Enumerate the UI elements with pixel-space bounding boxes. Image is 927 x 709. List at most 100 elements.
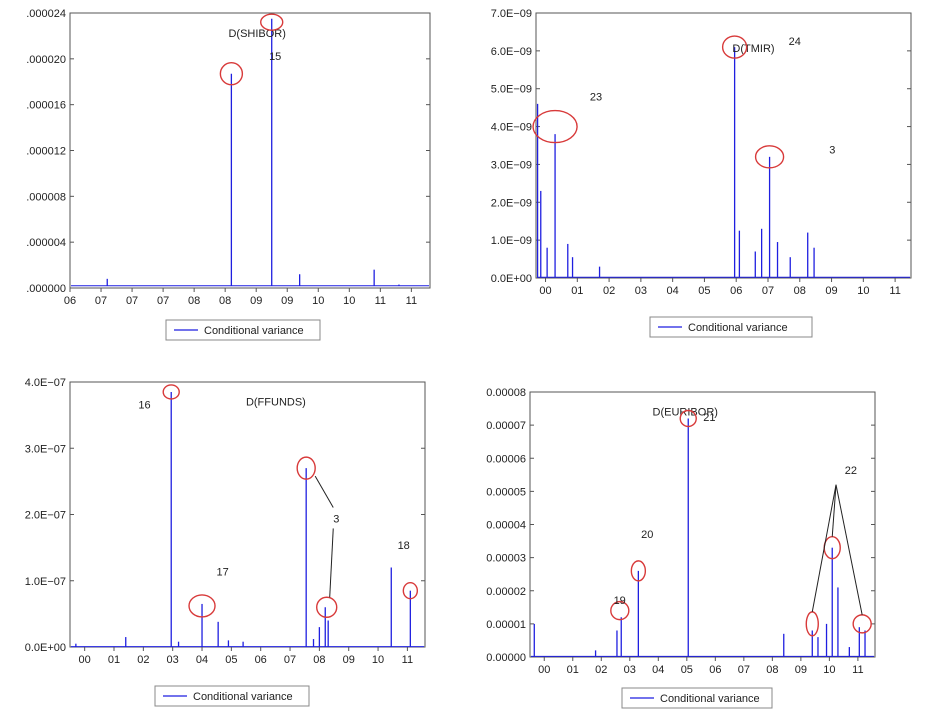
x-tick-label: 10: [343, 295, 355, 307]
x-tick-label: 07: [126, 295, 138, 307]
x-tick-label: 11: [852, 664, 863, 676]
outlier-circle: [162, 384, 180, 400]
legend-box: [165, 319, 321, 341]
y-tick-label: 0.00003: [486, 553, 526, 565]
outlier-circle: [402, 581, 419, 600]
annotation-label: 21: [703, 412, 715, 424]
x-tick-label: 07: [157, 295, 169, 307]
y-tick-label: 2.0E−07: [25, 510, 66, 522]
y-tick-label: 0.0E+00: [491, 273, 532, 285]
outlier-circle: [219, 62, 244, 86]
y-tick-label: .000024: [26, 8, 66, 20]
x-tick-label: 07: [738, 664, 750, 676]
annotation-label: 22: [845, 465, 857, 477]
x-tick-label: 01: [571, 285, 583, 297]
y-tick-label: 0.00005: [486, 486, 526, 498]
x-tick-label: 03: [167, 654, 179, 666]
x-tick-label: 01: [108, 654, 120, 666]
legend-box: [154, 685, 310, 707]
x-tick-label: 08: [219, 295, 231, 307]
x-tick-label: 04: [667, 285, 679, 297]
x-tick-label: 09: [343, 654, 355, 666]
plot-frame: [529, 391, 876, 658]
x-tick-label: 06: [255, 654, 267, 666]
x-tick-label: 11: [406, 295, 417, 307]
plot-frame: [535, 12, 912, 279]
y-tick-label: 0.00007: [486, 420, 526, 432]
chart-panel-2: 0.0E+00 1.0E−09 2.0E−09 3.0E−09 4.0E−09 5.0E−…: [491, 8, 912, 338]
y-tick-label: 0.00001: [486, 619, 526, 631]
y-tick-label: .000000: [26, 283, 66, 295]
chart-panel-3: 0.0E+00 1.0E−07 2.0E−07 3.0E−07 4.0E−07 00 01 0…: [25, 377, 426, 707]
x-tick-label: 07: [284, 654, 296, 666]
legend-label: Conditional variance: [204, 325, 304, 337]
outlier-circle: [532, 109, 578, 144]
x-tick-label: 08: [766, 664, 778, 676]
panel-title: D(EURIBOR): [653, 406, 718, 418]
outlier-circle: [260, 13, 284, 31]
x-tick-label: 06: [64, 295, 76, 307]
x-tick-label: 00: [79, 654, 91, 666]
x-tick-label: 08: [313, 654, 325, 666]
y-tick-label: 0.00008: [486, 387, 526, 399]
x-tick-label: 06: [730, 285, 742, 297]
x-tick-label: 02: [595, 664, 607, 676]
outlier-circle: [610, 600, 630, 621]
annotation-label: 17: [217, 566, 229, 578]
x-tick-label: 05: [225, 654, 237, 666]
legend-label: Conditional variance: [193, 691, 293, 703]
y-tick-label: .000004: [26, 237, 66, 249]
x-tick-label: 10: [823, 664, 835, 676]
annotation-label: 3: [829, 144, 835, 156]
y-tick-label: .000012: [26, 146, 66, 158]
x-tick-label: 07: [762, 285, 774, 297]
outlier-circle: [721, 35, 748, 59]
x-tick-label: 11: [889, 285, 900, 297]
panel-title: D(FFUNDS): [246, 396, 306, 408]
annotation-label: 20: [641, 529, 653, 541]
x-tick-label: 09: [825, 285, 837, 297]
x-tick-label: 05: [698, 285, 710, 297]
legend-label: Conditional variance: [688, 322, 788, 334]
x-tick-label: 02: [137, 654, 149, 666]
annotation-label: 19: [614, 595, 626, 607]
chart-panel-1: .000000 .000004 .000008 .000012 .000016 .0000…: [26, 8, 431, 341]
y-tick-label: 4.0E−09: [491, 122, 532, 134]
x-tick-label: 11: [402, 654, 413, 666]
y-tick-label: 1.0E−07: [25, 576, 66, 588]
x-tick-label: 06: [709, 664, 721, 676]
x-tick-label: 10: [857, 285, 869, 297]
x-tick-label: 04: [652, 664, 664, 676]
panel-title: D(TMIR): [732, 43, 774, 55]
annotation-label: 18: [398, 540, 410, 552]
y-tick-label: 2.0E−09: [491, 197, 532, 209]
y-tick-label: 0.00002: [486, 586, 526, 598]
outlier-circle: [316, 596, 338, 618]
y-tick-label: 0.00000: [486, 652, 526, 664]
outlier-circle: [630, 560, 647, 582]
y-tick-label: 3.0E−09: [491, 159, 532, 171]
y-tick-label: 5.0E−09: [491, 84, 532, 96]
x-tick-label: 10: [312, 295, 324, 307]
y-tick-label: 6.0E−09: [491, 46, 532, 58]
outlier-circle: [754, 145, 785, 169]
y-tick-label: .000008: [26, 191, 66, 203]
x-tick-label: 04: [196, 654, 208, 666]
y-tick-label: 7.0E−09: [491, 8, 532, 20]
y-tick-label: 0.00006: [486, 453, 526, 465]
annotation-label: 23: [590, 91, 602, 103]
annotation-label: 15: [269, 51, 281, 63]
x-tick-label: 07: [95, 295, 107, 307]
x-tick-label: 02: [603, 285, 615, 297]
y-tick-label: 4.0E−07: [25, 377, 66, 389]
outlier-circle: [188, 594, 216, 618]
legend-box: [621, 687, 773, 709]
annotation-connector: [835, 484, 863, 615]
x-tick-label: 08: [188, 295, 200, 307]
annotation-connector: [314, 475, 334, 508]
x-tick-label: 10: [372, 654, 384, 666]
y-tick-label: 3.0E−07: [25, 443, 66, 455]
x-tick-label: 08: [794, 285, 806, 297]
legend-label: Conditional variance: [660, 693, 760, 705]
